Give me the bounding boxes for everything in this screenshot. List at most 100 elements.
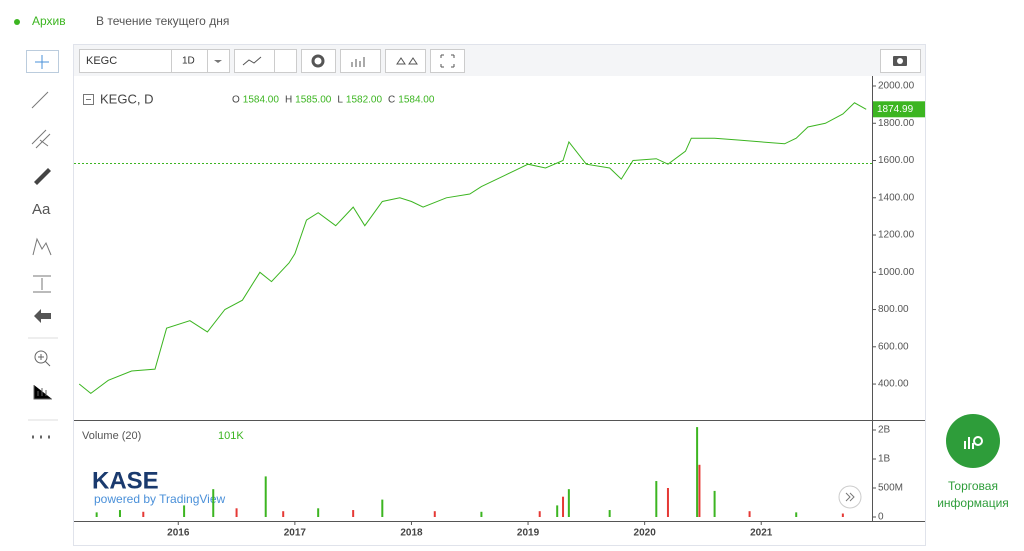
ohlc-value: 1584.00 (243, 95, 280, 106)
volume-bar (381, 499, 384, 517)
icon (897, 58, 903, 64)
compare-button[interactable] (385, 49, 426, 73)
y-tick-label: 1800.00 (878, 118, 915, 129)
volume-bar (118, 510, 121, 517)
separator (28, 337, 58, 421)
volume-bar (748, 511, 751, 517)
fullscreen-button[interactable] (430, 49, 465, 73)
icon (38, 354, 51, 367)
x-tick-label: 2020 (634, 528, 657, 539)
settings-button[interactable] (301, 49, 336, 73)
volume-bar (480, 511, 483, 517)
y-tick-label: 2B (878, 425, 891, 436)
volume-bar (562, 496, 565, 517)
y-tick-label: 400.00 (878, 379, 909, 390)
pattern-tool[interactable] (32, 237, 52, 256)
measure-tool[interactable] (33, 275, 51, 293)
volume-bar (264, 476, 267, 517)
volume-bar (142, 511, 145, 517)
x-tick-label: 2018 (400, 528, 423, 539)
ohlc-label: O (232, 95, 240, 106)
zoom-tool[interactable] (34, 350, 48, 364)
ohlc-label: L (337, 95, 343, 106)
period-label: В течение текущего дня (96, 14, 229, 28)
volume-bar (235, 508, 238, 517)
y-tick-label: 1200.00 (878, 230, 915, 241)
brand-logo: KASE (92, 467, 159, 494)
icon (396, 57, 418, 65)
arrow (214, 60, 222, 63)
volume-bar (841, 513, 844, 517)
volume-bar (698, 464, 701, 517)
icon (242, 56, 262, 66)
volume-bar (567, 489, 570, 517)
ohlc-value: 1584.00 (398, 95, 435, 106)
fib-tool[interactable] (31, 129, 51, 149)
icon (973, 436, 983, 446)
ohlc-value: 1585.00 (295, 95, 332, 106)
style-menu[interactable] (274, 49, 297, 73)
volume-bar (608, 510, 611, 517)
volume-bar (655, 481, 658, 517)
y-tick-label: 1600.00 (878, 155, 915, 166)
volume-bar (713, 490, 716, 517)
volume-last: 101K (218, 430, 244, 442)
ohlc-label: H (285, 95, 292, 106)
y-tick-label: 1400.00 (878, 192, 915, 203)
price-tag-label: 1874.99 (877, 104, 914, 115)
volume-bar (538, 511, 541, 517)
volume-bar (183, 505, 186, 517)
pane-border (74, 76, 925, 522)
volume-bar (352, 510, 355, 517)
text-tool[interactable]: Aa (32, 201, 51, 218)
y-tick-label: 0 (878, 512, 884, 523)
left-toolbar: Aa (26, 50, 59, 439)
collapse-icon[interactable] (83, 94, 94, 105)
x-tick-label: 2017 (284, 528, 307, 539)
y-tick-label: 500M (878, 483, 903, 494)
price-tag (873, 101, 925, 118)
x-tick-label: 2016 (167, 528, 190, 539)
volume-bar (317, 508, 320, 517)
ohlc-value: 1582.00 (346, 95, 383, 106)
icon (351, 57, 365, 67)
ohlc-label: C (388, 95, 395, 106)
brush-tool[interactable] (34, 168, 51, 185)
volume-bar (556, 505, 559, 517)
remove-tool[interactable] (34, 309, 51, 323)
x-tick-label: 2021 (750, 528, 773, 539)
x-tick-label: 2019 (517, 528, 540, 539)
y-tick-label: 600.00 (878, 341, 909, 352)
trade-info-label[interactable]: Торговая (948, 479, 998, 493)
volume-bar (212, 489, 215, 517)
volume-bar (95, 512, 98, 517)
status-dot (14, 19, 20, 25)
y-tick-label: 2000.00 (878, 81, 915, 92)
volume-tool[interactable] (33, 385, 52, 400)
archive-link[interactable]: Архив (32, 14, 66, 28)
icon (845, 492, 855, 502)
series-title: KEGC, D (100, 91, 153, 106)
brand-powered: powered by TradingView (94, 492, 226, 506)
trend-tool[interactable] (31, 91, 49, 109)
y-tick-label: 1B (878, 454, 891, 465)
y-tick-label: 1000.00 (878, 267, 915, 278)
icon (440, 54, 455, 68)
price-line (78, 102, 867, 395)
icon (311, 54, 325, 68)
style-button[interactable] (234, 49, 275, 73)
volume-bar (696, 427, 699, 517)
volume-bar (282, 511, 285, 517)
chart-frame (73, 44, 926, 546)
volume-title: Volume (20) (82, 430, 141, 442)
volume-bar (666, 488, 669, 517)
volume-bar (433, 511, 436, 517)
icon (35, 55, 49, 69)
trade-info-label[interactable]: информация (937, 496, 1009, 510)
volume-bar (795, 512, 798, 517)
icon (964, 437, 974, 449)
interval: 1D (182, 56, 195, 67)
symbol: KEGC (86, 55, 117, 67)
